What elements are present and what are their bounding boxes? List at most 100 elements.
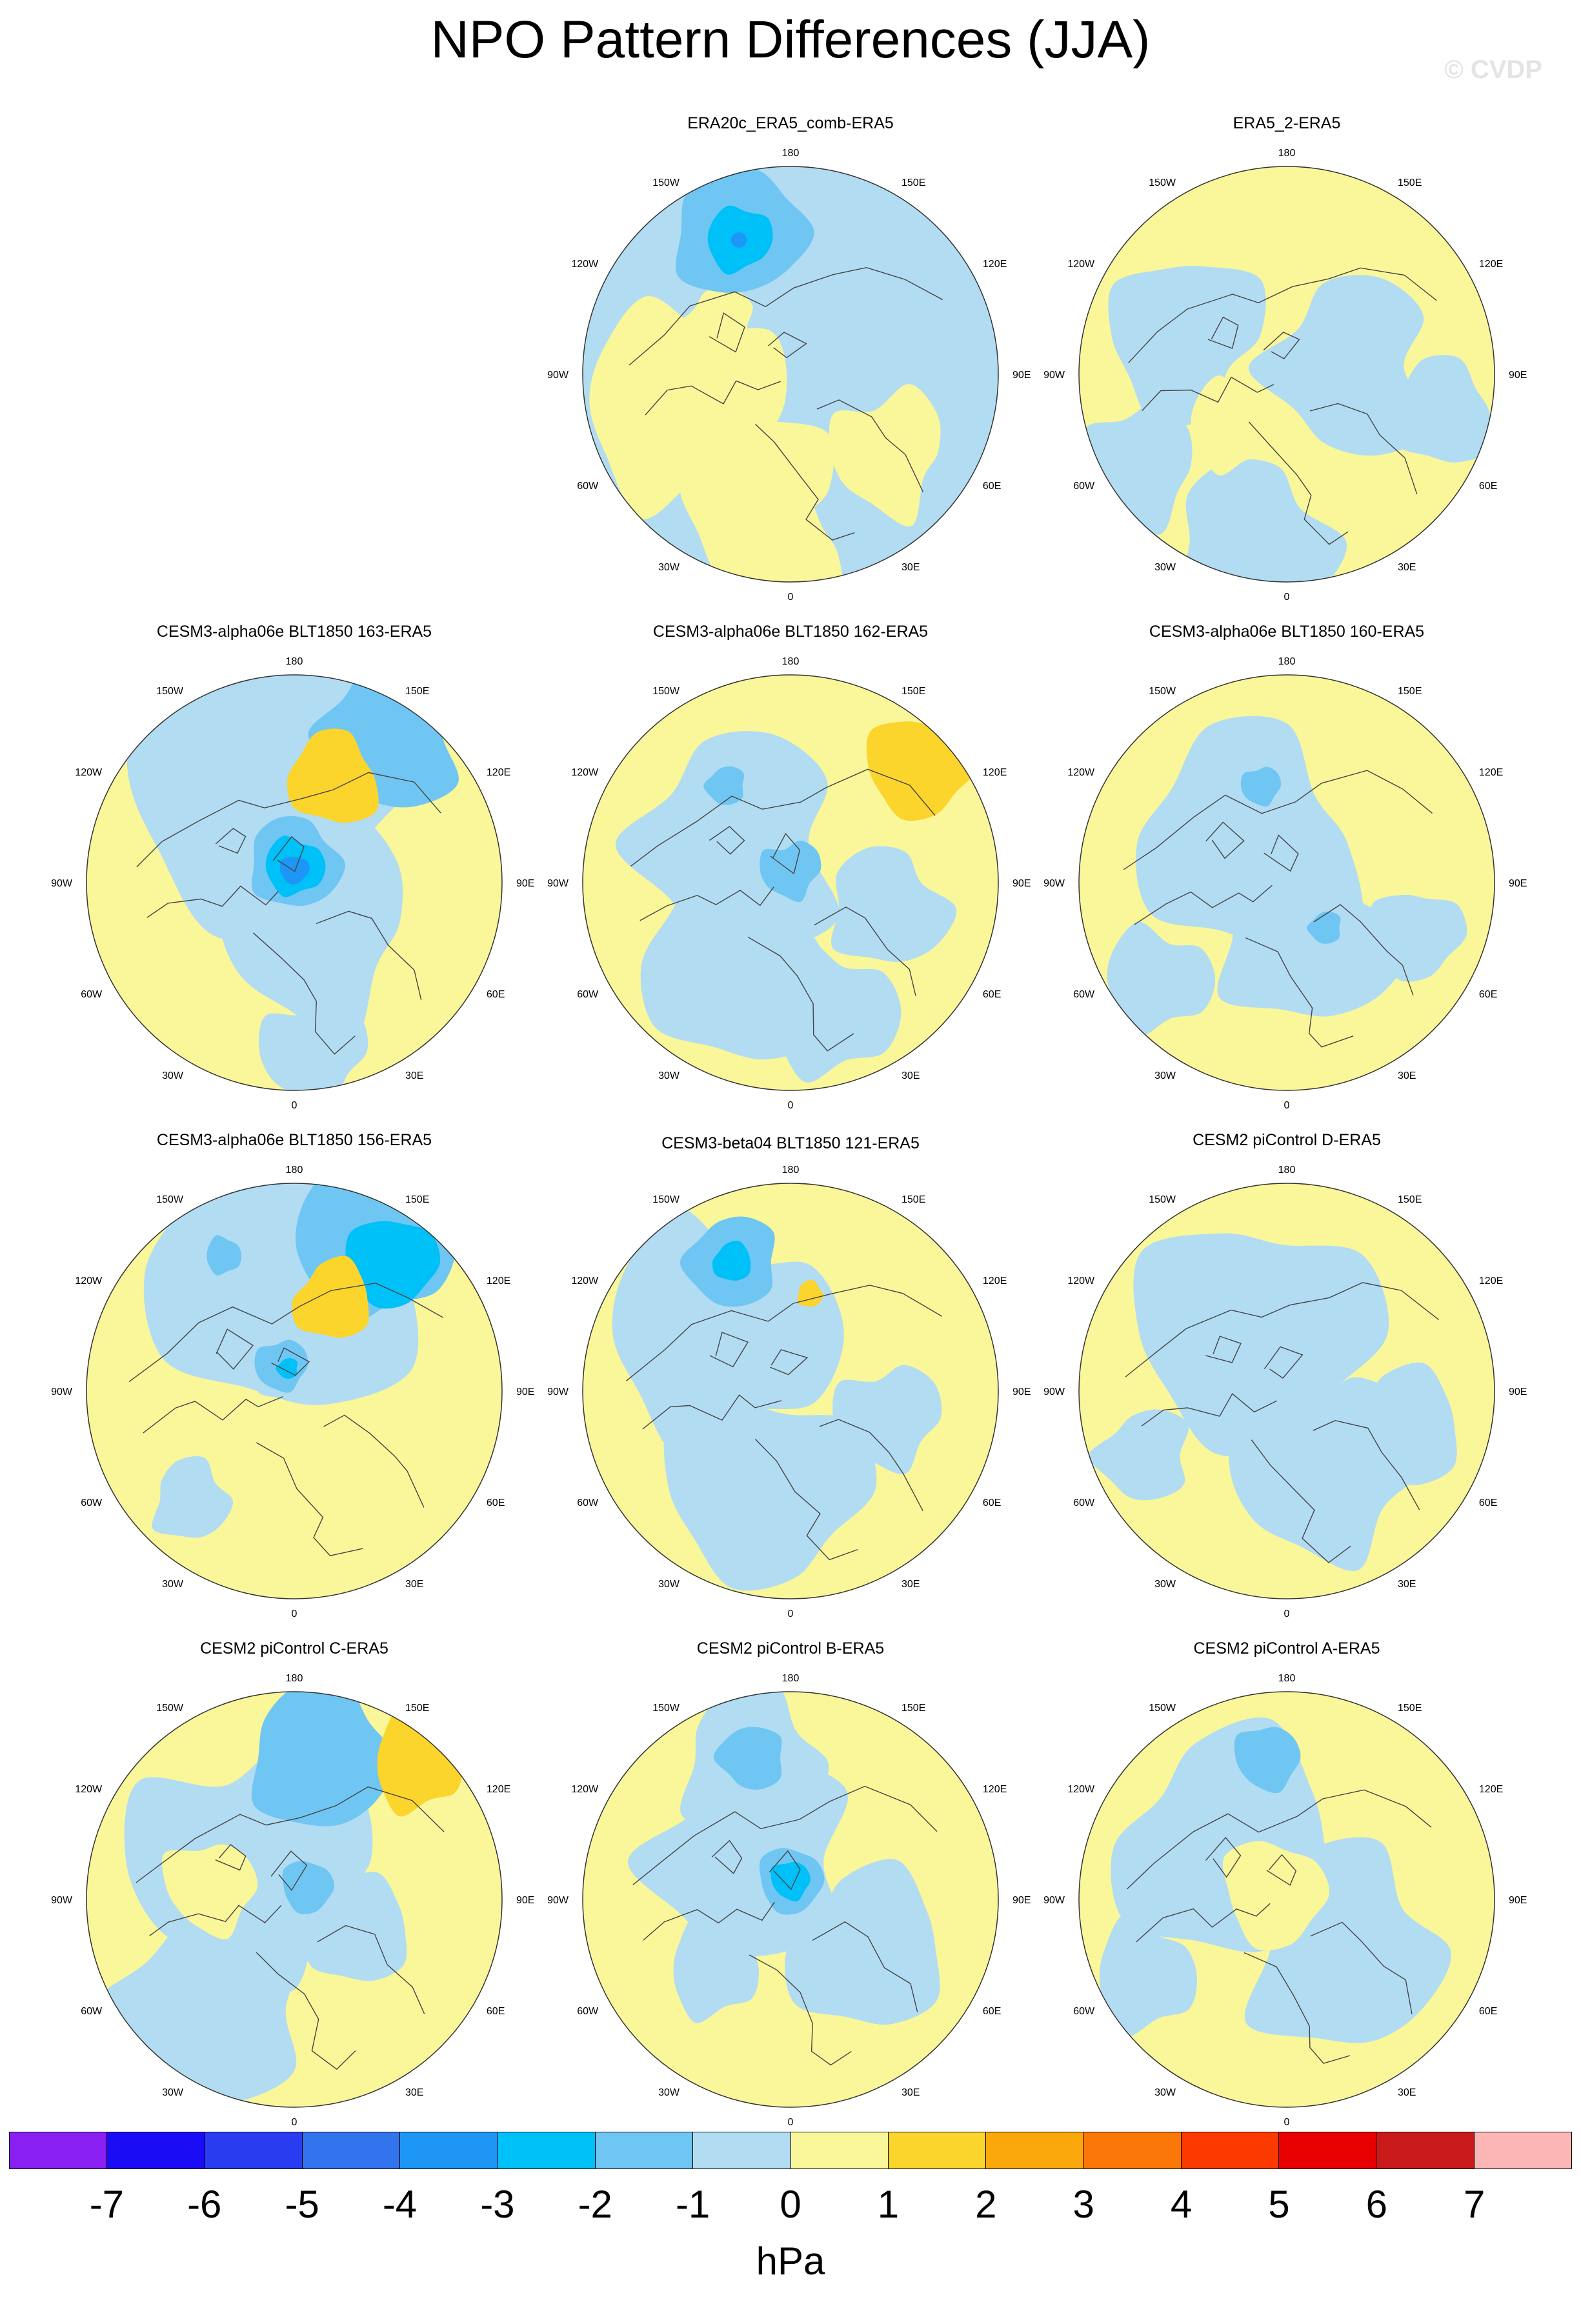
longitude-label: 120E [1479,259,1503,270]
coastline [143,1396,283,1434]
colorbar-swatch [10,2132,108,2169]
coastline [625,1285,943,1381]
coastline [768,332,807,359]
polar-map: 180 150E 120E 90E 60E 30E 0 30W 60W 90W 120W 150W [547,656,1031,1111]
longitude-label: 60W [1073,481,1095,492]
longitude-label: 60E [487,2006,505,2017]
colorbar-swatch [1474,2132,1571,2169]
contour-fill [1108,266,1266,428]
longitude-label: 30W [1154,2087,1176,2098]
longitude-label: 30E [901,1070,920,1081]
colorbar-tick-label: 2 [975,2183,997,2226]
polar-map: 180 150E 120E 90E 60E 30E 0 30W 60W 90W 120W 150W [1043,656,1527,1111]
coastline [1264,1346,1304,1379]
coastline [1205,1837,1242,1878]
coastline [1123,770,1433,870]
map-boundary [86,674,503,1091]
contour-fill [161,1844,258,1939]
longitude-label: 150E [901,1194,925,1205]
contour-fill [703,766,745,805]
longitude-label: 30E [1398,1070,1416,1081]
coastline [629,266,943,366]
longitude-label: 90W [1043,1387,1065,1397]
longitude-label: 60W [81,989,103,1000]
coastline [814,907,916,996]
contour-fill [282,1861,335,1914]
coastline [754,1439,858,1561]
contour-fill [345,1221,441,1309]
contour-field [583,1183,998,1599]
colorbar-swatch [1181,2132,1280,2169]
longitude-label: 0 [1284,1100,1290,1111]
contour-field [86,1183,502,1599]
coastline [1134,885,1273,925]
longitude-label: 60E [487,989,505,1000]
longitude-label: 120E [487,1784,510,1795]
contour-fill [1222,1841,1330,1950]
coastline [1125,1282,1440,1377]
longitude-label: 150W [156,1194,184,1205]
longitude-label: 150E [405,686,429,697]
panel-title: CESM3-alpha06e BLT1850 163-ERA5 [156,623,432,641]
longitude-label: 0 [1284,592,1290,603]
longitude-label: 150W [1149,177,1176,188]
coastline [270,1850,308,1891]
longitude-label: 30E [1398,2087,1416,2098]
colorbar-tick-label: 4 [1170,2183,1193,2226]
contour-fill [1369,894,1467,982]
longitude-label: 120W [571,767,599,778]
cvdp-watermark: © CVDP [1444,55,1542,84]
coastline [149,1905,282,1936]
longitude-label: 60E [983,2006,1001,2017]
longitude-label: 120W [571,1276,599,1287]
longitude-label: 30W [1154,562,1176,573]
contour-fill [304,1872,407,1981]
longitude-label: 90E [1509,1387,1527,1397]
coastline [272,836,305,872]
coastline [770,1349,809,1376]
contour-fill [765,939,901,1083]
coastline [1245,937,1354,1048]
longitude-label: 0 [788,1100,794,1111]
polar-map: 180 150E 120E 90E 60E 30E 0 30W 60W 90W 120W 150W [1043,1165,1527,1619]
longitude-label: 150W [652,1703,680,1714]
coastline [630,768,936,866]
coastline [256,1442,363,1556]
colorbar-tick-label: -4 [382,2183,418,2226]
longitude-label: 180 [1278,1673,1296,1684]
longitude-label: 180 [286,1165,303,1176]
coastline [317,1925,425,2014]
polar-map: 180 150E 120E 90E 60E 30E 0 30W 60W 90W 120W 150W [547,148,1031,603]
colorbar-tick-label: -1 [675,2183,710,2226]
longitude-label: 150E [405,1703,429,1714]
coastline [709,1332,749,1368]
contour-fill [831,846,957,962]
coastline [1313,904,1414,996]
coastline [1141,1393,1278,1427]
contour-fill [663,1405,877,1591]
coastline [1207,316,1239,349]
figure-title: NPO Pattern Differences (JJA) [430,10,1151,69]
polar-map: 180 150E 120E 90E 60E 30E 0 30W 60W 90W 120W 150W [547,1165,1031,1619]
colorbar-swatch [595,2132,694,2169]
coastline [812,1921,918,2012]
coastline [1313,1419,1420,1510]
coastline [1142,376,1274,412]
coastline [215,828,247,854]
longitude-label: 30W [658,1579,680,1590]
panel-title: CESM2 piControl C-ERA5 [200,1639,388,1658]
coastline [136,1786,445,1883]
longitude-label: 90E [1509,1895,1527,1906]
longitude-label: 120W [1067,259,1095,270]
contour-field [1079,675,1495,1090]
coastline [1205,1336,1242,1363]
colorbar-tick-label: 7 [1463,2183,1485,2226]
longitude-label: 120E [1479,1784,1503,1795]
longitude-label: 90E [1012,878,1031,889]
map-boundary [582,166,999,583]
coastline [1136,1903,1271,1943]
coastline [1128,267,1437,363]
longitude-label: 180 [782,1165,800,1176]
longitude-label: 60E [1479,481,1497,492]
colorbar-swatch [400,2132,498,2169]
